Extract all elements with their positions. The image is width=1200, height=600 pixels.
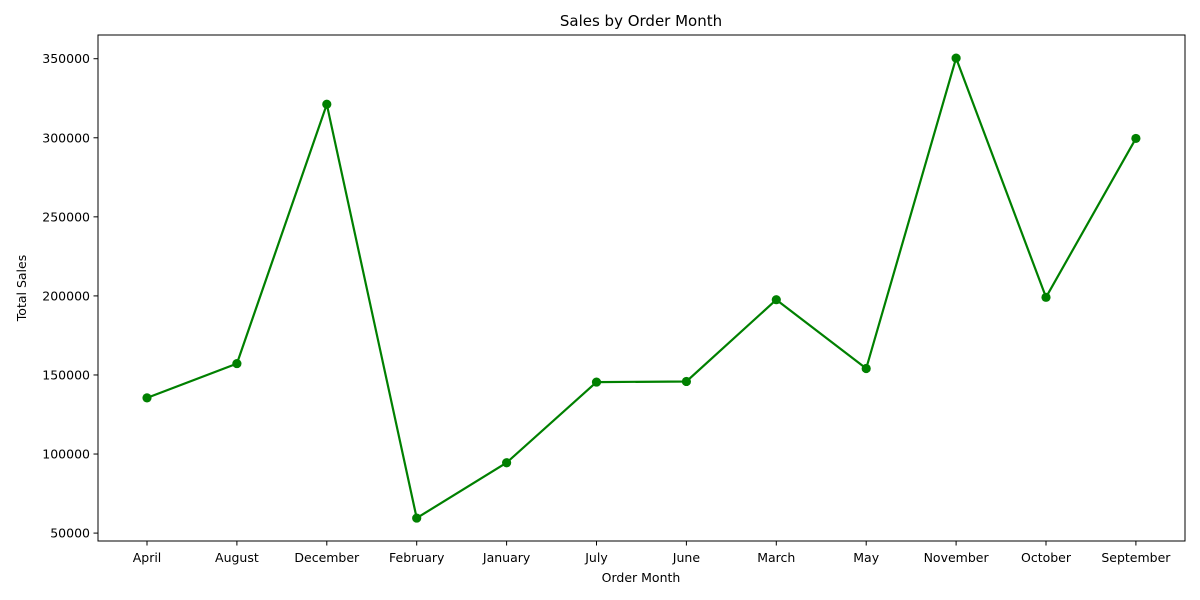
y-tick-label: 50000 [50, 526, 90, 541]
series-line [145, 56, 1138, 520]
data-point [322, 99, 332, 109]
x-tick-label: January [482, 550, 531, 565]
x-tick-label: October [1021, 550, 1072, 565]
data-point [1131, 133, 1141, 144]
x-tick-label: July [584, 550, 608, 565]
data-point [861, 363, 871, 374]
y-tick-label: 200000 [42, 288, 90, 303]
data-point [142, 393, 152, 403]
data-point [1041, 292, 1051, 302]
x-tick-label: November [924, 550, 990, 565]
x-tick-label: December [294, 550, 360, 565]
data-point [412, 513, 422, 523]
plot-frame [97, 34, 1186, 542]
y-tick-label: 250000 [42, 209, 90, 224]
x-tick-label: August [215, 550, 259, 565]
x-axis: April August December February January July Ju… [133, 541, 1171, 565]
y-tick-label: 300000 [42, 130, 90, 145]
x-tick-label: March [757, 550, 795, 565]
y-tick-label: 100000 [42, 447, 90, 462]
x-axis-title: Order Month [602, 570, 681, 585]
y-axis-title: Total Sales [14, 255, 29, 322]
y-tick-label: 350000 [42, 51, 90, 66]
x-tick-label: April [133, 550, 162, 565]
x-tick-label: May [853, 550, 879, 565]
data-point [232, 358, 242, 369]
y-tick-label: 150000 [42, 367, 90, 382]
data-point [502, 458, 512, 468]
chart-title: Sales by Order Month [560, 12, 722, 30]
data-point [681, 376, 692, 387]
data-point [771, 295, 781, 305]
x-tick-label: February [389, 550, 445, 565]
y-axis: 50000 100000 150000 200000 250000 300000 35000… [42, 51, 98, 541]
data-point [951, 53, 961, 63]
data-point [591, 377, 602, 387]
series-layer [142, 53, 1141, 523]
x-tick-label: September [1101, 550, 1171, 565]
x-tick-label: June [672, 550, 701, 565]
